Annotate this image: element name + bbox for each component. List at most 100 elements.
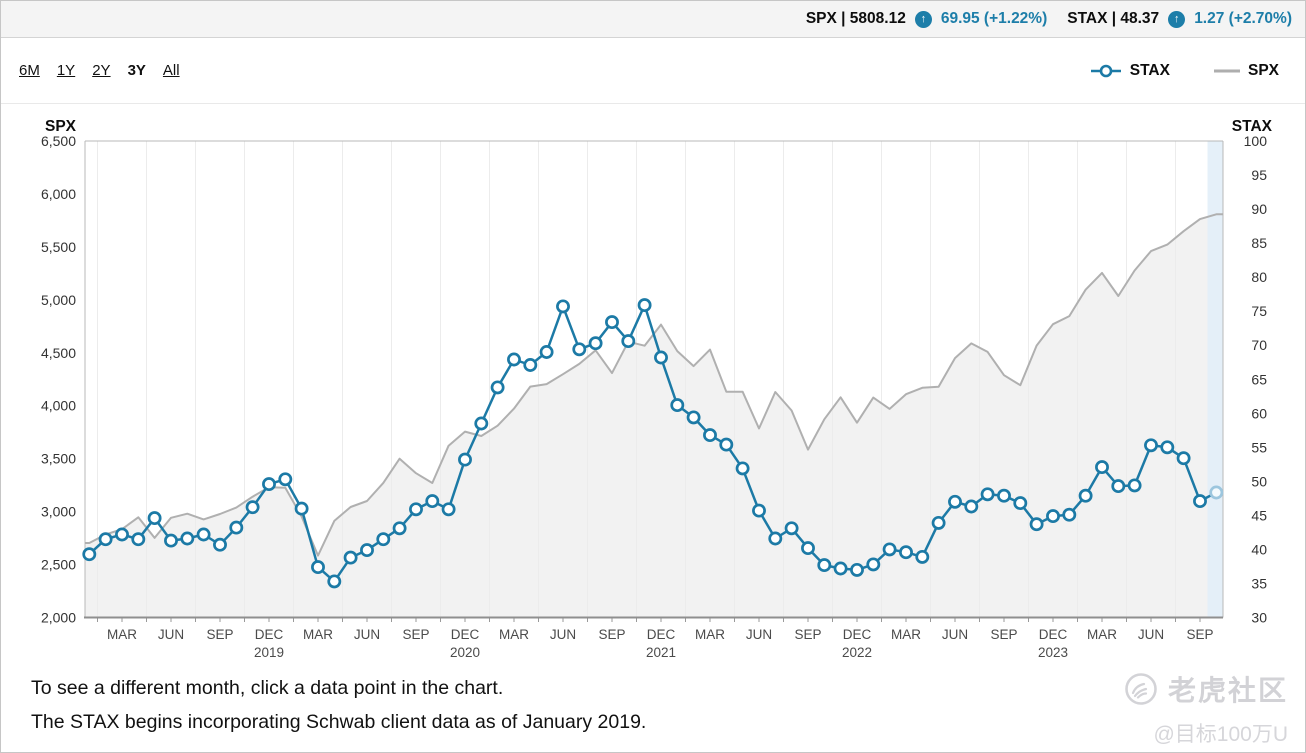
data-point[interactable] (1078, 488, 1093, 503)
right-axis-tick-label: 65 (1251, 371, 1267, 387)
data-point[interactable] (294, 501, 309, 516)
x-axis-year-label: 2021 (646, 645, 676, 660)
data-point[interactable] (229, 520, 244, 535)
data-point[interactable] (409, 502, 423, 517)
data-point[interactable] (899, 545, 913, 560)
data-point[interactable] (833, 561, 848, 576)
data-point[interactable] (1046, 509, 1060, 524)
data-point[interactable] (1144, 438, 1158, 453)
chart-area: 6,500 6,000 5,500 5,000 4,500 4,000 3,500 3,000… (1, 104, 1305, 661)
data-point[interactable] (311, 560, 325, 575)
data-point[interactable] (866, 557, 881, 572)
data-point[interactable] (1176, 451, 1191, 466)
data-point[interactable] (784, 521, 799, 536)
data-point[interactable] (1029, 517, 1044, 532)
data-point[interactable] (556, 299, 570, 314)
data-point[interactable] (425, 494, 440, 509)
data-point[interactable] (490, 380, 505, 395)
x-axis-month-label: JUN (550, 627, 576, 642)
legend-label-stax: STAX (1129, 61, 1170, 79)
data-point[interactable] (213, 537, 227, 552)
stax-change: 1.27 (+2.70%) (1194, 10, 1292, 27)
data-point-current[interactable] (1209, 485, 1224, 500)
data-point[interactable] (654, 350, 668, 365)
data-point[interactable] (637, 298, 652, 313)
data-point[interactable] (343, 550, 358, 565)
data-point[interactable] (621, 334, 636, 349)
x-axis-month-label: JUN (1138, 627, 1164, 642)
data-point[interactable] (735, 461, 750, 476)
data-point[interactable] (1193, 494, 1207, 509)
data-point[interactable] (458, 452, 472, 467)
data-point[interactable] (360, 543, 374, 558)
data-point[interactable] (948, 494, 962, 509)
data-point[interactable] (997, 488, 1011, 503)
data-point[interactable] (915, 549, 930, 564)
right-axis-title: STAX (1232, 118, 1273, 135)
data-point[interactable] (507, 352, 521, 367)
data-point[interactable] (1062, 507, 1077, 522)
left-axis-tick-label: 3,500 (41, 451, 76, 467)
data-point[interactable] (82, 547, 97, 562)
data-point[interactable] (670, 398, 685, 413)
data-point[interactable] (278, 472, 293, 487)
x-axis-month-label: JUN (746, 627, 772, 642)
data-point[interactable] (850, 562, 864, 577)
data-point[interactable] (1160, 440, 1175, 455)
data-point[interactable] (262, 477, 276, 492)
range-all[interactable]: All (162, 62, 180, 79)
data-point[interactable] (719, 437, 734, 452)
range-3y-active[interactable]: 3Y (127, 62, 146, 79)
data-point[interactable] (980, 487, 995, 502)
stax-quote: STAX | 48.37 ↑ 1.27 (+2.70%) (1067, 10, 1292, 28)
data-point[interactable] (1111, 479, 1126, 494)
right-axis-tick-label: 35 (1251, 575, 1267, 591)
range-2y[interactable]: 2Y (92, 62, 111, 79)
data-point[interactable] (1013, 496, 1028, 511)
right-axis-tick-label: 75 (1251, 303, 1267, 319)
footer: To see a different month, click a data p… (1, 661, 1305, 752)
data-point[interactable] (964, 499, 979, 514)
data-point[interactable] (801, 541, 815, 556)
data-point[interactable] (882, 542, 897, 557)
right-axis-tick-label: 60 (1251, 405, 1267, 421)
chart-legend: STAX SPX (1090, 62, 1279, 80)
x-axis-month-label: JUN (158, 627, 184, 642)
data-point[interactable] (931, 515, 946, 530)
quote-bar: SPX | 5808.12 ↑ 69.95 (+1.22%) STAX | 48… (1, 1, 1305, 38)
watermark-brand: 老虎社区 (1167, 675, 1288, 706)
data-point[interactable] (164, 533, 178, 548)
data-point[interactable] (605, 315, 619, 330)
data-point[interactable] (131, 532, 146, 547)
data-point[interactable] (98, 532, 113, 547)
data-point[interactable] (1127, 478, 1142, 493)
data-point[interactable] (196, 527, 211, 542)
arrow-up-icon: ↑ (1168, 10, 1186, 28)
data-point[interactable] (588, 336, 603, 351)
data-point[interactable] (686, 410, 701, 425)
right-axis-tick-label: 70 (1251, 337, 1267, 353)
data-point[interactable] (115, 527, 129, 542)
data-point[interactable] (392, 521, 407, 536)
data-point[interactable] (703, 428, 717, 443)
data-point[interactable] (817, 558, 832, 573)
range-1y[interactable]: 1Y (56, 62, 76, 79)
data-point[interactable] (245, 500, 260, 515)
data-point[interactable] (523, 358, 538, 372)
data-point[interactable] (474, 416, 489, 431)
data-point[interactable] (147, 511, 162, 526)
data-point[interactable] (376, 532, 391, 547)
left-axis-tick-label: 2,500 (41, 557, 76, 573)
data-point[interactable] (752, 503, 766, 518)
x-axis-month-label: SEP (794, 627, 821, 642)
data-point[interactable] (327, 574, 342, 589)
data-point[interactable] (180, 531, 195, 546)
range-6m[interactable]: 6M (19, 62, 40, 79)
x-axis-month-label: SEP (402, 627, 429, 642)
data-point[interactable] (768, 531, 783, 546)
data-point[interactable] (1095, 460, 1109, 475)
data-point[interactable] (539, 345, 554, 359)
data-point[interactable] (441, 502, 456, 517)
data-point[interactable] (572, 342, 587, 357)
